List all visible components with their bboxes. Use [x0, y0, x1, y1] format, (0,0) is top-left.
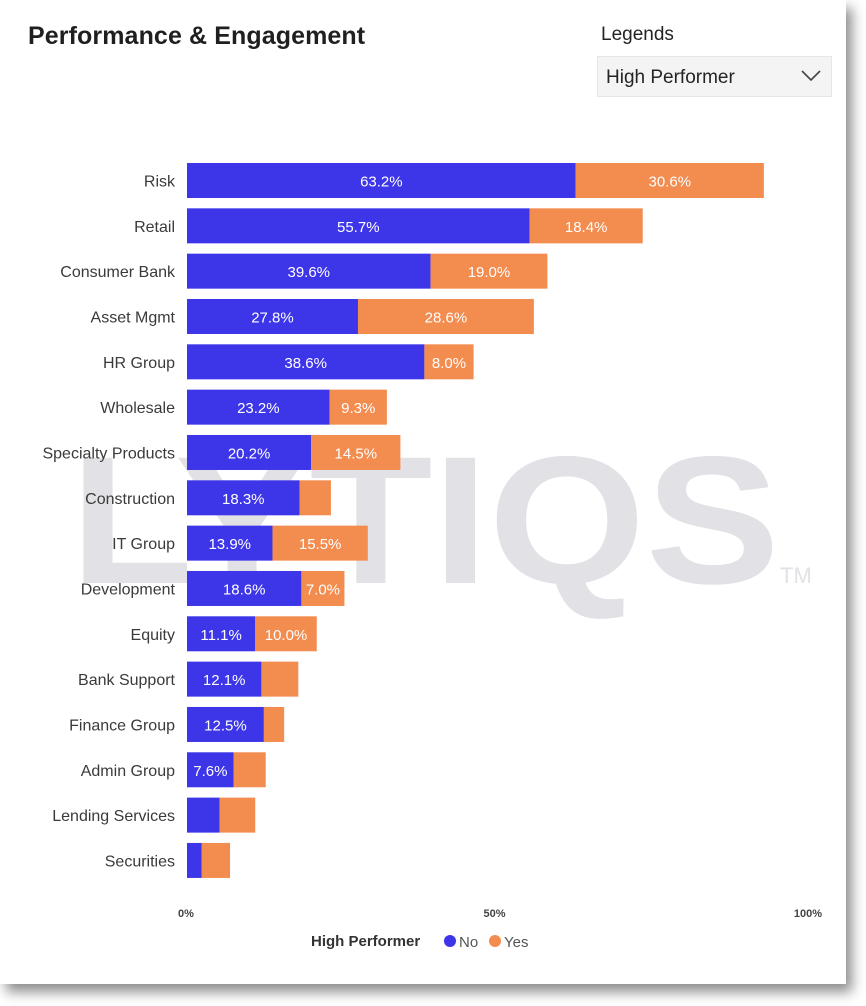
chevron-down-icon	[801, 70, 821, 82]
bar-segment-no[interactable]	[187, 344, 425, 380]
data-label: 14.5%	[335, 445, 378, 462]
bar-data-labels: 63.2% 30.6% 55.7% 18.4% 39.6% 19.0% 27.8% 28.6%…	[193, 174, 691, 780]
bar-segment-yes[interactable]	[201, 842, 231, 878]
bar-segment-yes[interactable]	[301, 570, 345, 606]
category-label: Bank Support	[78, 672, 176, 689]
x-tick-label: 100%	[794, 908, 822, 920]
bar-segment-yes[interactable]	[255, 616, 317, 652]
data-label: 12.1%	[203, 672, 246, 689]
page-title: Performance & Engagement	[28, 22, 366, 50]
watermark-mark: TM	[780, 563, 812, 588]
bar-segment-no[interactable]	[187, 298, 358, 334]
bar-segment-yes[interactable]	[311, 434, 401, 470]
category-label: Equity	[131, 627, 175, 644]
bar-segment-no[interactable]	[187, 706, 264, 742]
legend-dropdown-value: High Performer	[606, 67, 735, 88]
data-label: 11.1%	[200, 627, 241, 644]
data-label: 8.0%	[432, 355, 466, 372]
data-label: 7.0%	[306, 581, 340, 598]
bar-segment-no[interactable]	[187, 253, 431, 289]
bar-segment-yes[interactable]	[261, 661, 299, 697]
legend-entry-yes[interactable]: Yes	[504, 934, 528, 951]
legend-selector-caption: Legends	[601, 24, 674, 45]
data-label: 63.2%	[360, 174, 403, 191]
data-label: 23.2%	[237, 400, 280, 417]
category-label: Finance Group	[69, 717, 175, 734]
legend-marker-yes	[489, 935, 501, 947]
legend-marker-no	[444, 935, 456, 947]
bar-segment-yes[interactable]	[219, 797, 256, 833]
x-tick-label: 50%	[483, 908, 505, 920]
data-label: 20.2%	[228, 445, 271, 462]
bar-segment-no[interactable]	[187, 208, 530, 244]
bar-segment-yes[interactable]	[575, 163, 764, 198]
category-label: HR Group	[103, 355, 175, 372]
category-label: Retail	[134, 219, 175, 236]
data-label: 27.8%	[251, 309, 294, 326]
bar-segment-yes[interactable]	[263, 706, 285, 742]
category-label: IT Group	[112, 536, 175, 553]
data-label: 12.5%	[204, 717, 247, 734]
bar-segment-yes[interactable]	[329, 389, 387, 425]
data-label: 19.0%	[468, 264, 511, 281]
watermark: LYTIQS TM	[70, 418, 812, 622]
bar-segment-no[interactable]	[187, 434, 312, 470]
data-label: 18.3%	[222, 491, 265, 508]
bar-segment-no[interactable]	[187, 525, 273, 561]
data-label: 30.6%	[649, 174, 692, 191]
bar-segment-no[interactable]	[187, 480, 300, 516]
bars	[187, 163, 764, 878]
bar-segment-yes[interactable]	[299, 480, 331, 516]
data-label: 28.6%	[425, 309, 468, 326]
category-label: Consumer Bank	[60, 264, 176, 281]
data-label: 55.7%	[337, 219, 380, 236]
bar-segment-no[interactable]	[187, 842, 202, 878]
category-label: Risk	[144, 174, 176, 191]
data-label: 10.0%	[265, 627, 308, 644]
bar-segment-yes[interactable]	[529, 208, 643, 244]
data-label: 9.3%	[341, 400, 375, 417]
bar-segment-yes[interactable]	[357, 298, 534, 334]
chart-legend: High Performer No Yes	[311, 933, 528, 951]
data-label: 38.6%	[284, 355, 327, 372]
watermark-text: LYTIQS	[70, 418, 780, 622]
category-label: Asset Mgmt	[91, 309, 176, 326]
x-tick-label: 0%	[178, 908, 194, 920]
category-label: Admin Group	[81, 763, 175, 780]
bar-segment-no[interactable]	[187, 163, 576, 198]
data-label: 18.4%	[565, 219, 608, 236]
category-label: Development	[81, 581, 176, 598]
legend-entry-no[interactable]: No	[459, 934, 478, 951]
bar-segment-no[interactable]	[187, 661, 262, 697]
legend-dropdown[interactable]: High Performer	[597, 56, 832, 97]
bar-segment-no[interactable]	[187, 616, 256, 652]
chart-card: Performance & Engagement Legends High Pe…	[28, 22, 832, 951]
bar-segment-no[interactable]	[187, 797, 220, 833]
data-label: 39.6%	[287, 264, 330, 281]
data-label: 18.6%	[223, 581, 266, 598]
legend-title: High Performer	[311, 933, 420, 950]
bar-segment-yes[interactable]	[272, 525, 368, 561]
x-axis: 0% 50% 100%	[178, 908, 822, 920]
category-label: Lending Services	[52, 808, 175, 825]
category-label: Specialty Products	[42, 445, 175, 462]
data-label: 15.5%	[299, 536, 342, 553]
data-label: 7.6%	[193, 763, 227, 780]
bar-segment-yes[interactable]	[233, 752, 266, 788]
category-labels: Risk Retail Consumer Bank Asset Mgmt HR Grou…	[42, 174, 176, 871]
bar-segment-no[interactable]	[187, 389, 330, 425]
data-label: 13.9%	[208, 536, 251, 553]
category-label: Construction	[85, 491, 175, 508]
bar-segment-yes[interactable]	[424, 344, 474, 380]
bar-segment-no[interactable]	[187, 570, 302, 606]
bar-segment-no[interactable]	[187, 752, 234, 788]
category-label: Wholesale	[100, 400, 175, 417]
bar-segment-yes[interactable]	[430, 253, 548, 289]
stacked-bar-chart: LYTIQS TM Risk Retail Consumer Bank Asset M…	[42, 163, 822, 951]
category-label: Securities	[105, 853, 175, 870]
